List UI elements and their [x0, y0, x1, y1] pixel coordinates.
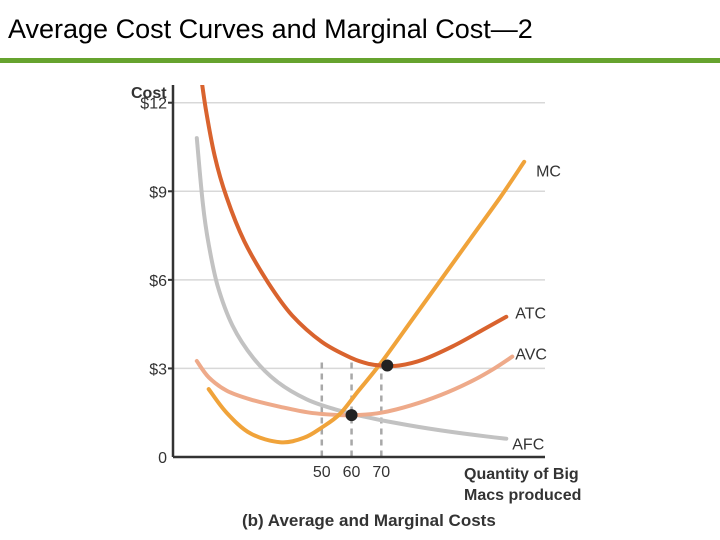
series-afc-label: AFC	[512, 437, 544, 454]
series-layer	[194, 85, 527, 445]
min-avc-point	[345, 409, 358, 422]
chart-title: (b) Average and Marginal Costs	[242, 511, 496, 530]
min-atc-point	[381, 359, 394, 372]
y-tick-label: $6	[149, 273, 167, 290]
y-tick-label: $3	[149, 361, 167, 378]
axis-layer: 0 $3 $6 $9 $12 50 60 70	[140, 85, 545, 481]
x-axis-label-line-2: Macs produced	[464, 487, 581, 504]
x-tick-label: 50	[313, 464, 331, 481]
series-avc-label: AVC	[515, 347, 547, 364]
x-tick-label: 60	[343, 464, 361, 481]
series-atc-line	[200, 85, 509, 368]
series-mc-line	[206, 159, 527, 445]
series-afc-line	[194, 136, 509, 441]
label-layer: MC ATC AVC AFC	[512, 164, 561, 454]
title-rule	[0, 58, 720, 63]
point-layer	[345, 359, 394, 422]
series-mc-label: MC	[536, 164, 561, 181]
y-tick-label: $9	[149, 184, 167, 201]
slide-title: Average Cost Curves and Marginal Cost—2	[8, 14, 533, 44]
y-tick-label: 0	[158, 450, 167, 467]
x-tick-label: 70	[372, 464, 390, 481]
series-atc-label: ATC	[515, 305, 546, 322]
series-avc-line	[194, 354, 515, 418]
grid-layer	[173, 101, 545, 370]
x-axis-label-line-1: Quantity of Big	[464, 466, 579, 483]
y-tick-label: $12	[140, 96, 167, 113]
y-axis-label: Cost	[131, 85, 167, 102]
